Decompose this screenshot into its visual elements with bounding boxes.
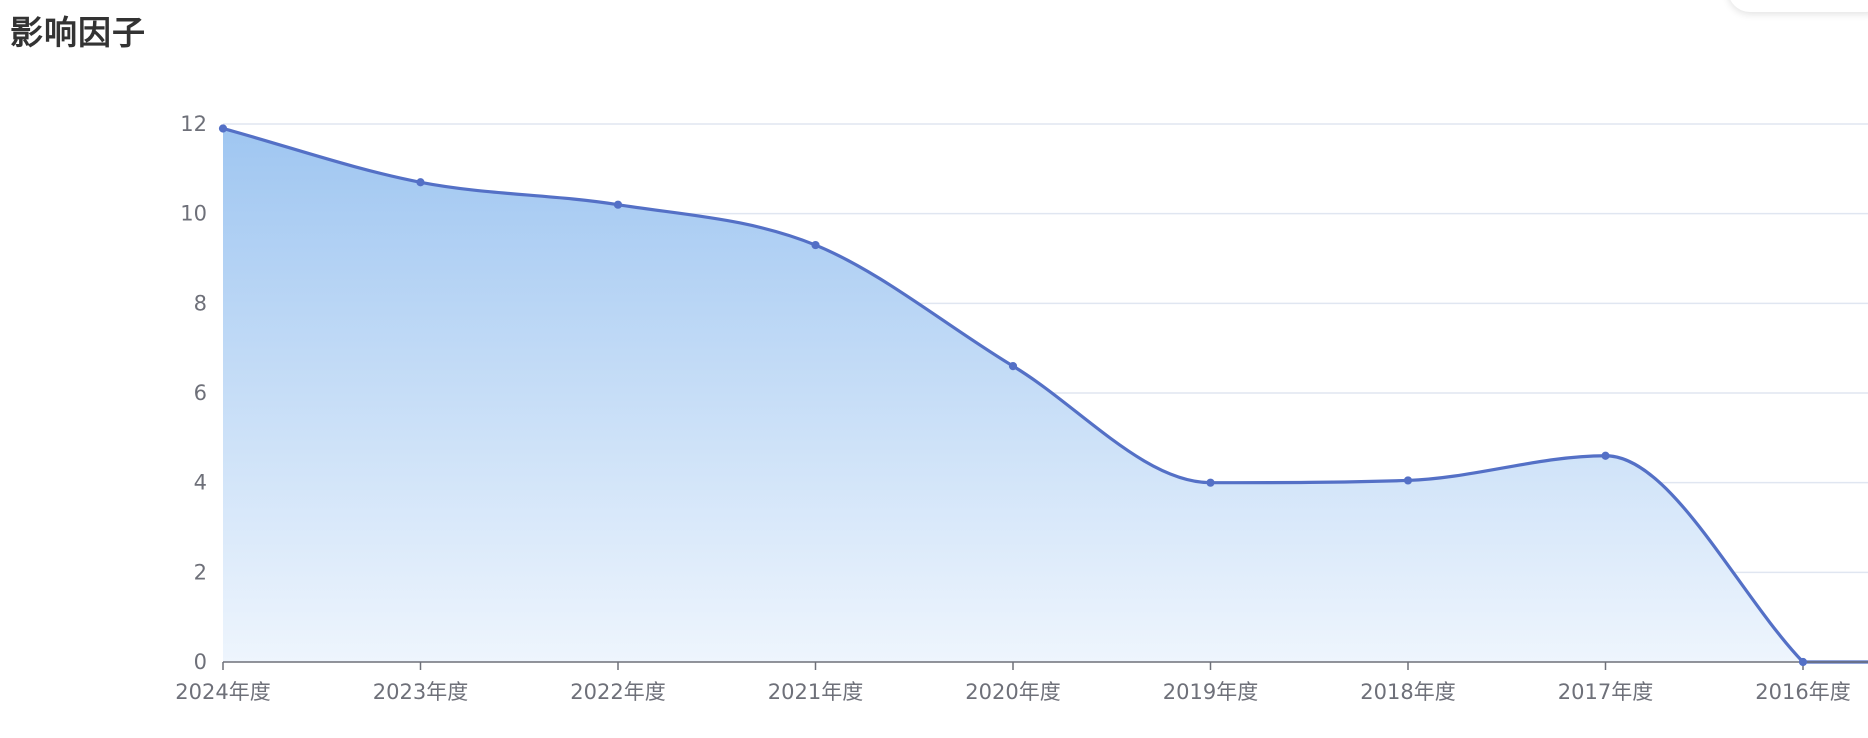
x-tick-label: 2018年度	[1360, 680, 1455, 704]
area-fill-layer	[221, 126, 1868, 664]
y-tick-label: 6	[194, 381, 207, 405]
page-title: 影响因子	[10, 13, 146, 52]
data-point[interactable]	[1403, 476, 1413, 485]
x-axis-labels: 2024年度 2023年度 2022年度 2021年度 2020年度 2019年度 2018…	[175, 680, 1850, 704]
y-tick-label: 0	[194, 650, 207, 674]
data-point[interactable]	[1206, 478, 1215, 487]
x-axis	[222, 661, 1868, 670]
y-tick-label: 4	[194, 471, 207, 495]
x-tick-label: 2024年度	[175, 680, 270, 704]
x-tick-label: 2017年度	[1558, 680, 1653, 704]
x-tick-label: 2023年度	[373, 680, 468, 704]
data-point[interactable]	[218, 124, 228, 133]
series-area	[223, 128, 1868, 662]
data-points	[218, 124, 1808, 667]
data-point[interactable]	[1008, 362, 1018, 371]
data-point[interactable]	[613, 200, 623, 209]
y-tick-label: 2	[194, 560, 207, 584]
data-point[interactable]	[1601, 451, 1610, 460]
data-point[interactable]	[811, 240, 820, 250]
x-tick-label: 2021年度	[768, 680, 863, 704]
corner-card	[1728, 0, 1868, 12]
data-point[interactable]	[1798, 657, 1808, 667]
y-axis-labels: 0 2 4 6 8 10 12	[180, 112, 207, 674]
data-point[interactable]	[416, 178, 425, 187]
y-tick-label: 12	[180, 112, 207, 136]
x-tick-label: 2016年度	[1755, 680, 1850, 704]
x-tick-label: 2020年度	[965, 680, 1060, 704]
x-tick-label: 2022年度	[570, 680, 665, 704]
series-line	[221, 126, 1868, 664]
x-tick-label: 2019年度	[1163, 680, 1258, 704]
y-tick-label: 10	[180, 202, 207, 226]
y-tick-label: 8	[194, 291, 207, 315]
